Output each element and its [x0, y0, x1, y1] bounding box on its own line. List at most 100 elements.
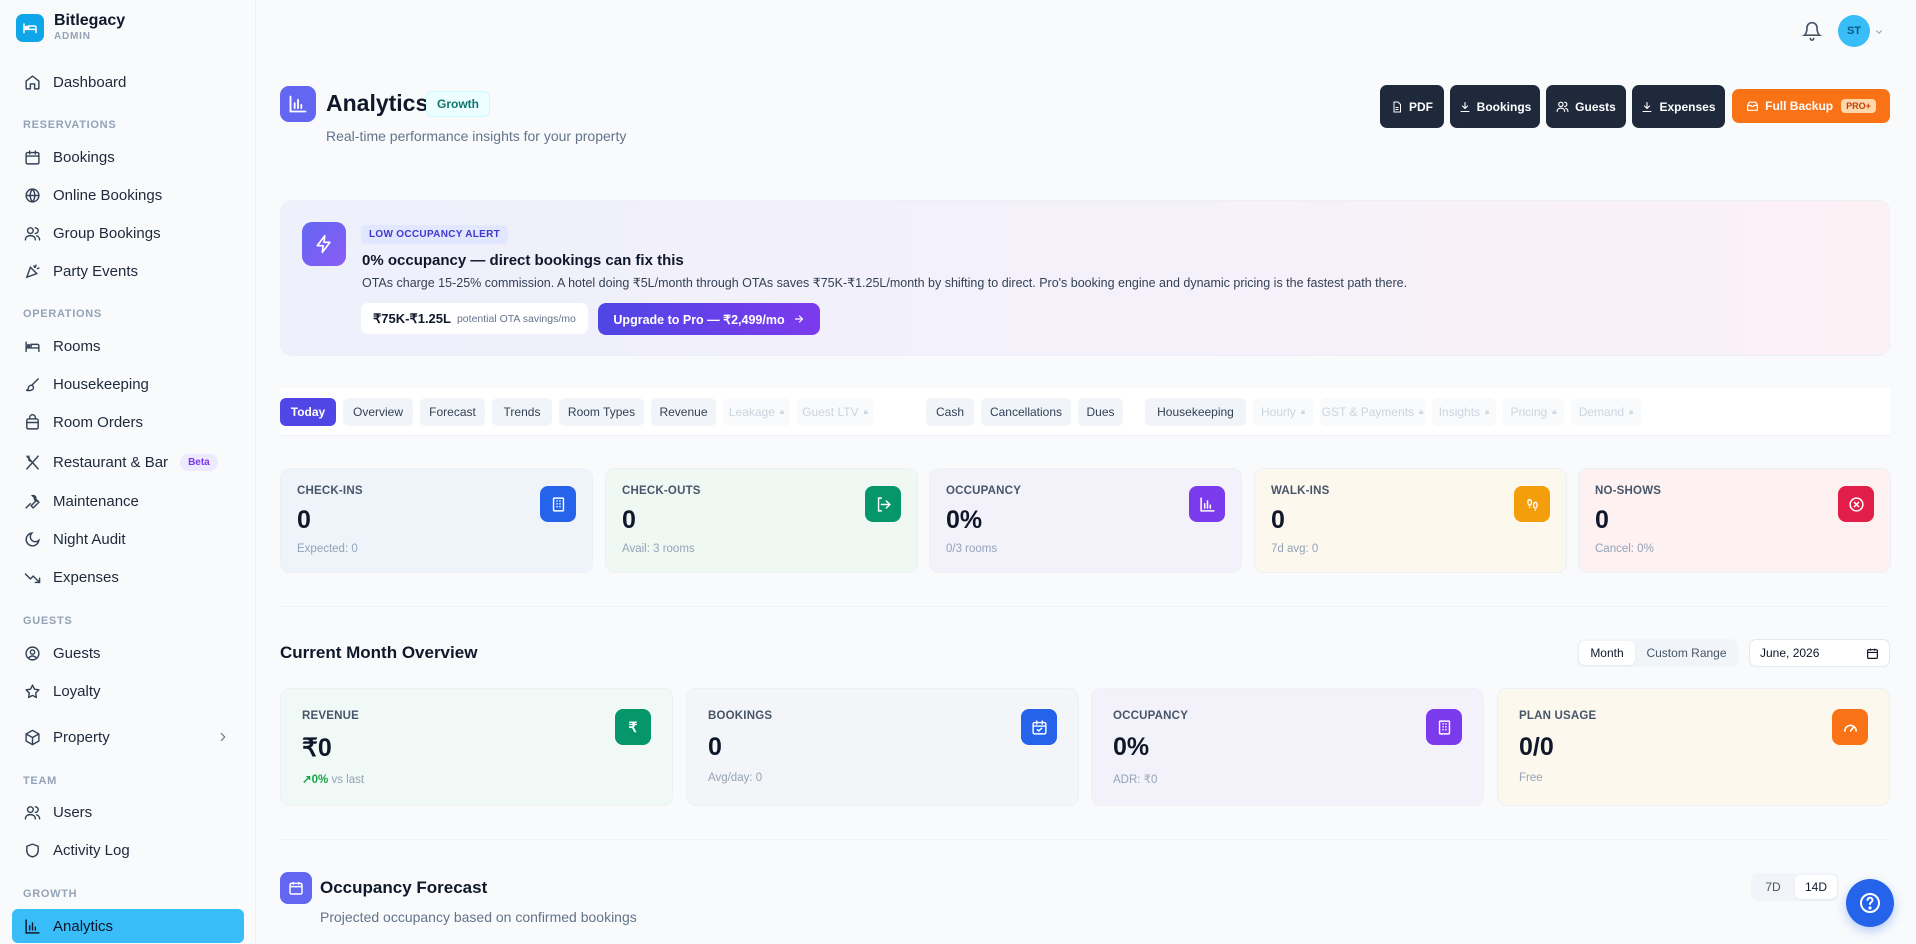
tab-guest-ltv[interactable]: Guest LTV 🔒︎: [797, 398, 873, 426]
stat-value: ₹0: [302, 734, 332, 762]
arrow-right-icon: [794, 315, 803, 323]
bed-logo-icon: [16, 14, 44, 42]
sidebar-item-bookings[interactable]: Bookings: [12, 141, 244, 173]
mode-custom-range-button[interactable]: Custom Range: [1646, 646, 1727, 660]
sidebar-item-analytics[interactable]: Analytics: [12, 909, 244, 943]
sidebar: Bitlegacy ADMIN Dashboard RESERVATIONS B…: [0, 0, 256, 944]
sidebar-item-group-bookings[interactable]: Group Bookings: [12, 217, 244, 249]
sidebar-item-label: Guests: [53, 644, 101, 662]
range-14d-button[interactable]: 14D: [1795, 875, 1837, 899]
month-value: June, 2026: [1760, 646, 1820, 660]
log-out-icon: [865, 486, 901, 522]
stat-label: CHECK-OUTS: [622, 485, 701, 497]
shield-icon: [24, 842, 41, 859]
sidebar-item-users[interactable]: Users: [12, 796, 244, 828]
trend-suffix: vs last: [331, 774, 365, 786]
lock-icon: 🔒︎: [779, 407, 785, 416]
export-guests-button[interactable]: Guests: [1546, 85, 1626, 128]
alert-badge: LOW OCCUPANCY ALERT: [361, 225, 509, 244]
tab-gst-payments[interactable]: GST & Payments 🔒︎: [1320, 398, 1425, 426]
footprints-icon: [1514, 486, 1550, 522]
tab-dues[interactable]: Dues: [1078, 398, 1123, 426]
brand[interactable]: Bitlegacy ADMIN: [16, 12, 125, 44]
month-card-bookings: BOOKINGS 0 Avg/day: 0: [686, 688, 1079, 806]
help-button[interactable]: [1846, 879, 1894, 927]
tab-hourly[interactable]: Hourly 🔒︎: [1253, 398, 1313, 426]
stat-sub: 7d avg: 0: [1271, 543, 1319, 555]
lock-icon: 🔒︎: [1629, 407, 1634, 416]
sidebar-item-label: Dashboard: [53, 73, 127, 91]
month-picker-input[interactable]: June, 2026: [1749, 639, 1890, 667]
forecast-range-toggle: 7D 14D: [1751, 873, 1839, 901]
party-icon: [24, 263, 41, 280]
tab-cancellations[interactable]: Cancellations: [981, 398, 1071, 426]
tab-pricing[interactable]: Pricing 🔒︎: [1503, 398, 1564, 426]
sidebar-item-dashboard[interactable]: Dashboard: [12, 66, 244, 98]
export-bookings-button[interactable]: Bookings: [1450, 85, 1540, 128]
notification-bell-icon[interactable]: [1801, 20, 1823, 42]
tab-today[interactable]: Today: [280, 398, 336, 426]
trend-up-icon: ↗: [302, 774, 312, 786]
brush-icon: [24, 376, 41, 393]
forecast-title: Occupancy Forecast: [320, 878, 488, 897]
sidebar-item-label: Party Events: [53, 262, 139, 280]
tab-label: GST & Payments: [1321, 405, 1415, 419]
sidebar-item-label: Housekeeping: [53, 375, 149, 393]
tab-leakage[interactable]: Leakage 🔒︎: [723, 398, 790, 426]
sidebar-item-label: Expenses: [53, 568, 119, 586]
x-circle-icon: [1838, 486, 1874, 522]
stat-label: NO-SHOWS: [1595, 485, 1662, 497]
tab-trends[interactable]: Trends: [492, 398, 552, 426]
button-label: Full Backup: [1765, 99, 1834, 113]
lock-icon: 🔒︎: [1485, 407, 1490, 416]
button-label: PDF: [1409, 99, 1433, 114]
export-pdf-button[interactable]: PDF: [1380, 85, 1444, 128]
upgrade-to-pro-button[interactable]: Upgrade to Pro — ₹2,499/mo: [598, 303, 820, 335]
section-growth: GROWTH: [23, 888, 78, 900]
sidebar-item-guests[interactable]: Guests: [12, 637, 244, 669]
stat-label: PLAN USAGE: [1519, 710, 1597, 722]
divider: [280, 839, 1890, 840]
sidebar-item-room-orders[interactable]: Room Orders: [12, 406, 244, 438]
stat-label: CHECK-INS: [297, 485, 363, 497]
savings-value: ₹75K-₹1.25L: [373, 310, 451, 326]
sidebar-item-rooms[interactable]: Rooms: [12, 330, 244, 362]
sidebar-item-night-audit[interactable]: Night Audit: [12, 523, 244, 555]
tab-cash[interactable]: Cash: [926, 398, 974, 426]
sidebar-item-expenses[interactable]: Expenses: [12, 561, 244, 593]
sidebar-item-property[interactable]: Property: [12, 721, 244, 753]
tab-room-types[interactable]: Room Types: [559, 398, 644, 426]
tab-overview[interactable]: Overview: [343, 398, 413, 426]
tab-revenue[interactable]: Revenue: [651, 398, 716, 426]
avatar[interactable]: ST: [1838, 15, 1870, 47]
tab-demand[interactable]: Demand 🔒︎: [1571, 398, 1641, 426]
bar-chart-icon: [24, 918, 41, 935]
moon-icon: [24, 531, 41, 548]
lock-icon: 🔒︎: [1552, 407, 1557, 416]
stat-card-checkins: CHECK-INS 0 Expected: 0: [280, 468, 593, 573]
calendar-icon: [24, 149, 41, 166]
globe-icon: [24, 187, 41, 204]
forecast-subtitle: Projected occupancy based on confirmed b…: [320, 909, 637, 925]
sidebar-item-activity-log[interactable]: Activity Log: [12, 834, 244, 866]
full-backup-button[interactable]: Full Backup PRO+: [1732, 89, 1890, 123]
range-7d-button[interactable]: 7D: [1765, 880, 1781, 894]
lock-icon: 🔒︎: [1300, 407, 1305, 416]
user-circle-icon: [24, 645, 41, 662]
mode-month-button[interactable]: Month: [1579, 641, 1635, 665]
bar-chart-icon: [1189, 486, 1225, 522]
tab-forecast[interactable]: Forecast: [420, 398, 485, 426]
sidebar-item-online-bookings[interactable]: Online Bookings: [12, 179, 244, 211]
chevron-down-icon[interactable]: [1874, 24, 1884, 42]
export-expenses-button[interactable]: Expenses: [1632, 85, 1725, 128]
tab-insights[interactable]: Insights 🔒︎: [1432, 398, 1496, 426]
tab-label: Demand: [1578, 405, 1625, 419]
sidebar-item-loyalty[interactable]: Loyalty: [12, 675, 244, 707]
sidebar-item-party-events[interactable]: Party Events: [12, 255, 244, 287]
sidebar-item-maintenance[interactable]: Maintenance: [12, 485, 244, 517]
tab-housekeeping[interactable]: Housekeeping: [1145, 398, 1246, 426]
sidebar-item-housekeeping[interactable]: Housekeeping: [12, 368, 244, 400]
sidebar-item-restaurant-bar[interactable]: Restaurant & Bar Beta: [12, 446, 244, 478]
stat-sub: Free: [1519, 772, 1543, 784]
tab-label: Insights: [1438, 405, 1481, 419]
